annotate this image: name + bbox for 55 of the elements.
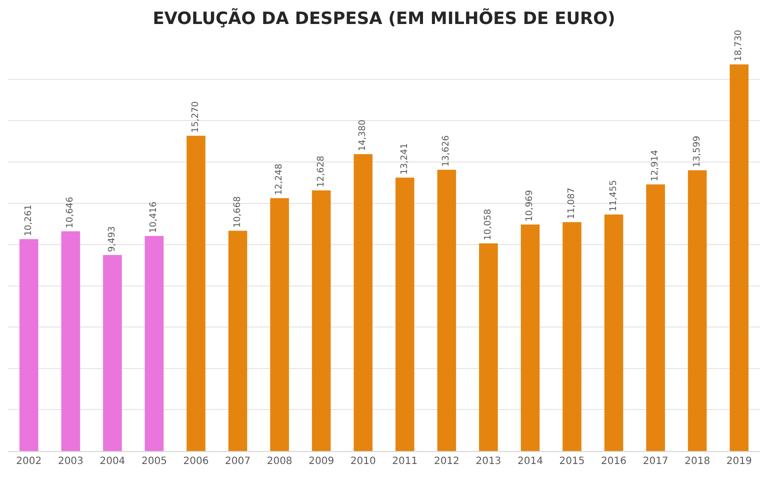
data-label: 10,668 (232, 196, 243, 228)
bar (19, 239, 38, 451)
data-label: 10,646 (66, 196, 76, 228)
bar (646, 184, 665, 451)
bar (730, 64, 749, 451)
bar (437, 170, 456, 451)
data-label: 11,455 (608, 180, 619, 212)
x-tick-label: 2013 (476, 456, 502, 467)
bar (562, 222, 582, 451)
x-tick-label: 2010 (350, 456, 376, 467)
bar (312, 190, 331, 451)
data-label: 18,730 (734, 30, 744, 62)
bar (61, 231, 80, 451)
data-label: 10,261 (24, 204, 34, 236)
bar (186, 136, 206, 451)
bar (479, 243, 498, 451)
x-tick-label: 2017 (642, 456, 668, 467)
data-label: 12,914 (650, 150, 661, 182)
x-tick-label: 2007 (225, 456, 251, 467)
x-tick-label: 2018 (684, 456, 710, 467)
data-label: 13,599 (692, 136, 702, 168)
chart-title: EVOLUÇÃO DA DESPESA (EM MILHÕES DE EURO) (152, 8, 616, 29)
bar (688, 170, 707, 451)
data-label: 15,270 (191, 101, 201, 133)
x-tick-label: 2014 (517, 456, 543, 467)
x-tick-label: 2003 (58, 456, 84, 467)
data-label: 12,628 (316, 156, 326, 188)
bar (144, 236, 164, 451)
x-tick-label: 2008 (266, 456, 292, 467)
bar (395, 178, 414, 451)
x-tick-label: 2019 (726, 456, 752, 467)
x-tick-label: 2012 (434, 456, 460, 467)
data-label: 11,087 (567, 188, 577, 220)
bar (604, 214, 624, 451)
bar (103, 255, 122, 451)
x-tick-label: 2015 (559, 456, 585, 467)
data-label: 13,626 (442, 134, 452, 167)
x-tick-label: 2016 (601, 456, 627, 467)
x-tick-label: 2009 (308, 456, 334, 467)
data-label: 10,969 (525, 190, 536, 222)
data-label: 10,416 (149, 201, 160, 233)
data-label: 10,058 (483, 208, 494, 240)
x-tick-label: 2006 (183, 456, 209, 467)
data-label: 14,380 (358, 119, 368, 152)
x-tick-label: 2004 (100, 456, 126, 467)
bar (228, 230, 248, 451)
bar (520, 224, 540, 451)
x-tick-label: 2011 (392, 456, 418, 467)
data-label: 13,241 (400, 143, 410, 175)
bar (354, 154, 373, 451)
data-label: 12,248 (274, 163, 285, 196)
x-tick-label: 2005 (141, 456, 167, 467)
bar (270, 198, 289, 451)
x-tick-label: 2002 (16, 456, 42, 467)
data-label: 9,493 (107, 226, 118, 252)
